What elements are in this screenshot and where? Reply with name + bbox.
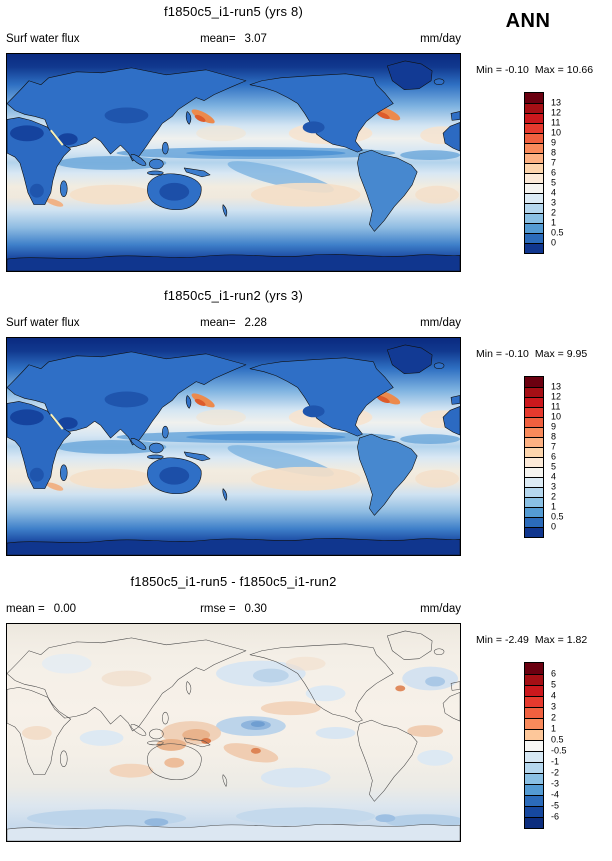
mean-value: 2.28 <box>244 317 267 329</box>
panel-title: f1850c5_i1-run5 (yrs 8) <box>164 4 303 19</box>
world-map-run2 <box>6 337 461 556</box>
panel-header-row: mean = 0.00 rmse = 0.30 mm/day <box>6 603 461 618</box>
panel-header-row: Surf water flux mean= 3.07 mm/day <box>6 33 461 48</box>
field-label: Surf water flux <box>6 33 80 45</box>
min-value: -0.10 <box>504 64 529 76</box>
mean-stat: mean = 0.00 <box>6 603 76 615</box>
mean-label: mean= <box>200 33 236 45</box>
panel-title: f1850c5_i1-run5 - f1850c5_i1-run2 <box>130 574 337 589</box>
season-label: ANN <box>505 10 551 32</box>
max-value: 9.95 <box>566 348 588 360</box>
panel-difference: f1850c5_i1-run5 - f1850c5_i1-run2 mean =… <box>0 570 612 861</box>
units-label: mm/day <box>420 33 461 45</box>
colorbar-cells <box>524 92 544 254</box>
mean-value: 0.00 <box>53 603 77 615</box>
rmse-label: rmse = <box>200 603 236 615</box>
world-map-difference <box>6 623 461 842</box>
mean-stat: mean= 2.28 <box>200 317 267 329</box>
units-label: mm/day <box>420 603 461 615</box>
colorbar-cells <box>524 662 544 829</box>
max-label: Max = <box>534 634 564 646</box>
max-label: Max = <box>534 64 564 76</box>
colorbar-cells <box>524 376 544 538</box>
panel-title: f1850c5_i1-run2 (yrs 3) <box>164 288 303 303</box>
colorbar-run5: 13 12 11 10 9 8 7 6 5 4 3 2 1 0.5 0 <box>524 92 564 254</box>
colorbar-difference: 6 5 4 3 2 1 0.5 -0.5 -1 -2 -3 -4 -5 -6 <box>524 662 567 829</box>
min-label: Min = <box>476 64 502 76</box>
colorbar-run2: 13 12 11 10 9 8 7 6 5 4 3 2 1 0.5 0 <box>524 376 564 538</box>
rmse-stat: rmse = 0.30 <box>200 603 267 615</box>
max-label: Max = <box>534 348 564 360</box>
mean-label: mean = <box>6 603 45 615</box>
field-label: Surf water flux <box>6 317 80 329</box>
mean-stat: mean= 3.07 <box>200 33 267 45</box>
mean-label: mean= <box>200 317 236 329</box>
panel-header-row: Surf water flux mean= 2.28 mm/day <box>6 317 461 332</box>
min-value: -2.49 <box>504 634 529 646</box>
units-label: mm/day <box>420 317 461 329</box>
min-value: -0.10 <box>504 348 529 360</box>
minmax-stats: Min = -2.49 Max = 1.82 <box>476 634 610 646</box>
rmse-value: 0.30 <box>244 603 267 615</box>
world-map-run5 <box>6 53 461 272</box>
minmax-stats: Min = -0.10 Max = 10.66 <box>476 64 610 76</box>
min-label: Min = <box>476 634 502 646</box>
panel-run2: f1850c5_i1-run2 (yrs 3) Surf water flux … <box>0 284 612 570</box>
max-value: 10.66 <box>566 64 594 76</box>
world-map-run2-svg <box>7 338 460 555</box>
minmax-stats: Min = -0.10 Max = 9.95 <box>476 348 610 360</box>
min-label: Min = <box>476 348 502 360</box>
world-map-difference-svg <box>7 624 460 841</box>
panel-run5: f1850c5_i1-run5 (yrs 8) ANN Surf water f… <box>0 0 612 284</box>
world-map-run5-svg <box>7 54 460 271</box>
max-value: 1.82 <box>566 634 588 646</box>
mean-value: 3.07 <box>244 33 267 45</box>
